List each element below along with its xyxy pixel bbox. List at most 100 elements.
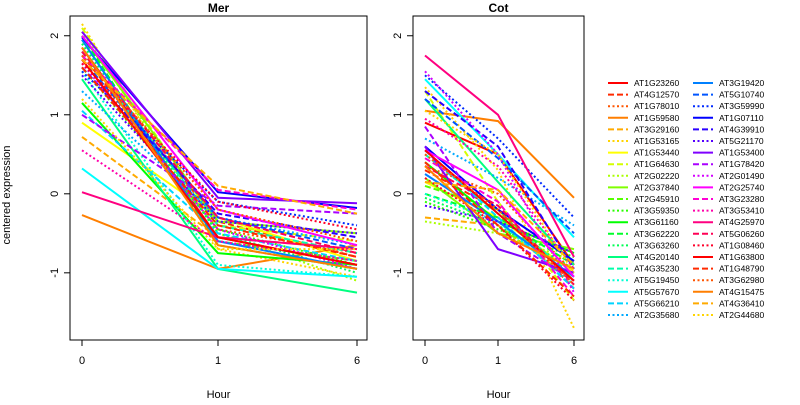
y-axis-label: centered expression: [1, 145, 13, 244]
x-axis-label: Hour: [487, 389, 511, 400]
series-line: [81, 70, 358, 278]
series-line: [81, 58, 358, 215]
legend-item: AT1G48790: [693, 264, 764, 274]
legend-label: AT2G37840: [634, 182, 679, 192]
legend-label: AT1G48790: [719, 264, 764, 274]
legend-label: AT1G59580: [634, 113, 679, 123]
series-line: [81, 36, 358, 209]
series-line: [81, 31, 358, 205]
legend: AT1G23260AT4G12570AT1G78010AT1G59580AT3G…: [608, 78, 764, 320]
series-line: [424, 74, 575, 219]
series-line: [424, 109, 575, 274]
x-tick-label: 0: [422, 355, 428, 367]
legend-label: AT5G06260: [719, 229, 764, 239]
y-tick-label: 2: [49, 33, 61, 39]
legend-label: AT3G62980: [719, 275, 764, 285]
legend-label: AT2G25740: [719, 182, 764, 192]
legend-item: AT3G23280: [693, 194, 764, 204]
legend-label: AT1G78420: [719, 159, 764, 169]
panel-title: Mer: [208, 1, 230, 15]
plot-frame: [69, 15, 368, 341]
legend-label: AT4G12570: [634, 90, 679, 100]
series-line: [424, 177, 575, 302]
legend-label: AT5G10740: [719, 90, 764, 100]
legend-label: AT1G63800: [719, 252, 764, 262]
legend-label: AT4G15475: [719, 287, 764, 297]
legend-label: AT3G53410: [719, 206, 764, 216]
series-line: [81, 58, 358, 251]
legend-label: AT4G35230: [634, 264, 679, 274]
legend-item: AT5G21170: [693, 136, 764, 146]
legend-item: AT2G44680: [693, 310, 764, 320]
legend-label: AT2G35680: [634, 310, 679, 320]
legend-item: AT3G62220: [608, 229, 679, 239]
legend-item: AT2G45910: [608, 194, 679, 204]
legend-item: AT2G02220: [608, 171, 679, 181]
legend-label: AT2G44680: [719, 310, 764, 320]
legend-label: AT2G01490: [719, 171, 764, 181]
legend-item: AT2G01490: [693, 171, 764, 181]
series-line: [81, 35, 358, 247]
x-tick-label: 1: [495, 355, 501, 367]
legend-label: AT1G23260: [634, 78, 679, 88]
series-line: [424, 86, 575, 329]
series-line: [81, 54, 358, 211]
legend-label: AT4G39910: [719, 124, 764, 134]
legend-item: AT3G63260: [608, 240, 679, 250]
series-line: [81, 66, 358, 258]
legend-item: AT5G66210: [608, 298, 679, 308]
legend-item: AT4G39910: [693, 124, 764, 134]
y-tick-label: 0: [392, 191, 404, 197]
legend-item: AT2G37840: [608, 182, 679, 192]
legend-item: AT4G20140: [608, 252, 679, 262]
legend-item: AT5G06260: [693, 229, 764, 239]
legend-item: AT4G12570: [608, 90, 679, 100]
legend-item: AT2G25740: [693, 182, 764, 192]
legend-label: AT4G20140: [634, 252, 679, 262]
series-line: [424, 165, 575, 270]
series-line: [424, 165, 575, 274]
legend-label: AT3G59350: [634, 206, 679, 216]
series-line: [81, 47, 358, 270]
legend-label: AT1G08460: [719, 240, 764, 250]
x-axis-label: Hour: [207, 389, 231, 400]
x-tick-label: 1: [215, 355, 221, 367]
legend-item: AT2G35680: [608, 310, 679, 320]
legend-item: AT3G59990: [693, 101, 764, 111]
legend-label: AT5G66210: [634, 298, 679, 308]
legend-label: AT3G62220: [634, 229, 679, 239]
y-tick-label: 2: [392, 33, 404, 39]
series-line: [81, 110, 358, 262]
series-line: [81, 66, 358, 266]
series-line: [81, 50, 358, 255]
legend-label: AT3G61160: [634, 217, 679, 227]
legend-item: AT1G78010: [608, 101, 679, 111]
series-line: [81, 149, 358, 262]
series-line: [424, 90, 575, 270]
legend-item: AT3G59350: [608, 206, 679, 216]
legend-label: AT3G29160: [634, 124, 679, 134]
legend-item: AT1G08460: [693, 240, 764, 250]
legend-item: AT4G15475: [693, 287, 764, 297]
series-line: [424, 153, 575, 286]
series-line: [424, 137, 575, 227]
legend-label: AT1G64630: [634, 159, 679, 169]
legend-item: AT3G29160: [608, 124, 679, 134]
legend-label: AT3G19420: [719, 78, 764, 88]
panel-cot: Cot 0 1 6 2 1 0 -1 Hour: [392, 1, 585, 401]
legend-label: AT3G23280: [719, 194, 764, 204]
legend-item: AT1G23260: [608, 78, 679, 88]
series-line: [424, 98, 575, 266]
panel-title: Cot: [489, 1, 509, 15]
series-line: [424, 181, 575, 266]
y-tick-label: 0: [49, 191, 61, 197]
legend-item: AT1G63800: [693, 252, 764, 262]
y-tick-label: -1: [392, 268, 404, 278]
legend-label: AT2G02220: [634, 171, 679, 181]
legend-item: AT1G59580: [608, 113, 679, 123]
legend-item: AT4G35230: [608, 264, 679, 274]
series-line: [424, 117, 575, 270]
legend-label: AT1G53165: [634, 136, 679, 146]
legend-label: AT2G45910: [634, 194, 679, 204]
